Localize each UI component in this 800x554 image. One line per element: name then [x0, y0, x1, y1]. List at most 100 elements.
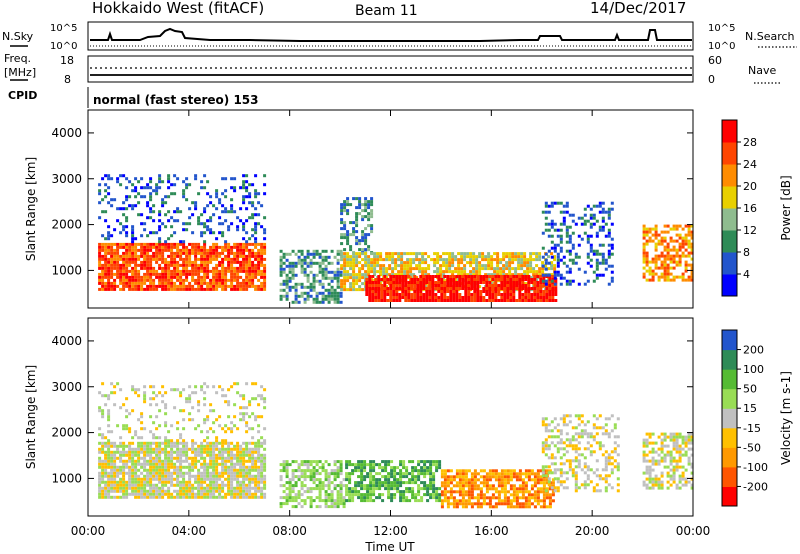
- heatmap-cell: [340, 279, 344, 283]
- heatmap-cell: [485, 290, 489, 293]
- heatmap-cell: [478, 252, 482, 256]
- heatmap-cell: [562, 216, 566, 220]
- heatmap-cell: [248, 459, 252, 463]
- heatmap-cell: [429, 478, 433, 482]
- heatmap-cell: [476, 493, 480, 497]
- heatmap-cell: [173, 242, 177, 246]
- heatmap-cell: [215, 436, 219, 440]
- heatmap-cell: [351, 499, 355, 503]
- heatmap-cell: [443, 469, 447, 473]
- heatmap-cell: [381, 493, 385, 497]
- heatmap-cell: [520, 267, 524, 271]
- heatmap-cell: [452, 281, 456, 284]
- heatmap-cell: [482, 299, 486, 302]
- heatmap-cell: [131, 471, 135, 475]
- heatmap-cell: [473, 475, 477, 479]
- heatmap-cell: [410, 287, 414, 290]
- heatmap-cell: [642, 260, 646, 264]
- heatmap-cell: [394, 267, 398, 271]
- heatmap-cell: [547, 222, 551, 226]
- heatmap-cell: [476, 287, 480, 290]
- heatmap-cell: [248, 486, 252, 490]
- heatmap-cell: [482, 493, 486, 497]
- heatmap-cell: [113, 486, 117, 490]
- heatmap-cell: [336, 261, 340, 265]
- heatmap-cell: [245, 424, 249, 428]
- heatmap-cell: [260, 287, 264, 291]
- heatmap-cell: [185, 254, 189, 258]
- heatmap-cell: [182, 495, 186, 499]
- heatmap-cell: [227, 257, 231, 261]
- heatmap-cell: [397, 258, 401, 262]
- heatmap-cell: [200, 180, 204, 184]
- heatmap-cell: [530, 287, 534, 290]
- heatmap-cell: [423, 460, 427, 464]
- heatmap-cell: [179, 492, 183, 496]
- heatmap-cell: [464, 481, 468, 485]
- heatmap-cell: [206, 453, 210, 457]
- heatmap-cell: [224, 245, 228, 249]
- heatmap-cell: [140, 251, 144, 255]
- heatmap-cell: [387, 484, 391, 488]
- heatmap-cell: [221, 480, 225, 484]
- heatmap-cell: [324, 460, 328, 464]
- heatmap-cell: [179, 272, 183, 276]
- heatmap-cell: [107, 272, 111, 276]
- heatmap-cell: [442, 270, 446, 274]
- heatmap-cell: [188, 263, 192, 267]
- power-cells: [98, 174, 694, 304]
- heatmap-cell: [461, 490, 465, 494]
- heatmap-cell: [379, 264, 383, 268]
- heatmap-cell: [312, 273, 316, 277]
- heatmap-cell: [440, 502, 444, 506]
- heatmap-cell: [303, 291, 307, 295]
- heatmap-cell: [388, 258, 392, 262]
- heatmap-cell: [488, 475, 492, 479]
- heatmap-cell: [460, 255, 464, 259]
- heatmap-cell: [500, 278, 504, 281]
- heatmap-cell: [236, 468, 240, 472]
- heatmap-cell: [309, 469, 313, 473]
- heatmap-cell: [443, 293, 447, 296]
- heatmap-cell: [158, 275, 162, 279]
- heatmap-cell: [122, 450, 126, 454]
- heatmap-cell: [548, 299, 552, 302]
- heatmap-cell: [321, 463, 325, 467]
- heatmap-cell: [458, 275, 462, 278]
- heatmap-cell: [533, 296, 537, 299]
- heatmap-cell: [119, 281, 123, 285]
- heatmap-cell: [152, 257, 156, 261]
- heatmap-cell: [473, 502, 477, 506]
- heatmap-cell: [577, 216, 581, 220]
- heatmap-cell: [260, 465, 264, 469]
- heatmap-cell: [122, 174, 126, 178]
- heatmap-cell: [152, 465, 156, 469]
- heatmap-cell: [382, 267, 386, 271]
- heatmap-cell: [548, 281, 552, 284]
- heatmap-cell: [170, 483, 174, 487]
- heatmap-cell: [545, 287, 549, 290]
- heatmap-cell: [224, 248, 228, 252]
- heatmap-cell: [401, 278, 405, 281]
- heatmap-cell: [191, 489, 195, 493]
- heatmap-cell: [260, 436, 264, 440]
- heatmap-cell: [539, 278, 543, 281]
- heatmap-cell: [312, 279, 316, 283]
- heatmap-cell: [191, 486, 195, 490]
- heatmap-cell: [340, 242, 344, 246]
- heatmap-cell: [446, 502, 450, 506]
- heatmap-cell: [358, 200, 362, 204]
- heatmap-cell: [110, 430, 114, 434]
- heatmap-cell: [98, 248, 102, 252]
- heatmap-cell: [236, 281, 240, 285]
- heatmap-cell: [263, 266, 267, 270]
- heatmap-cell: [173, 260, 177, 264]
- heatmap-cell: [399, 472, 403, 476]
- heatmap-cell: [336, 291, 340, 295]
- heatmap-cell: [191, 245, 195, 249]
- heatmap-cell: [209, 459, 213, 463]
- heatmap-cell: [423, 472, 427, 476]
- heatmap-cell: [134, 492, 138, 496]
- heatmap-cell: [212, 275, 216, 279]
- heatmap-cell: [164, 257, 168, 261]
